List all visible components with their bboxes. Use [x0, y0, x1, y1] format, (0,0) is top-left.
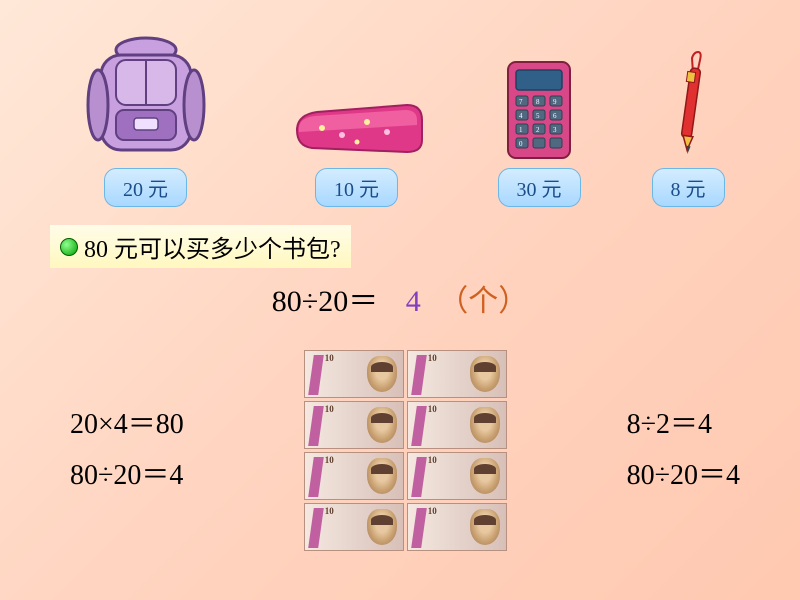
- banknote: [304, 401, 404, 449]
- banknote: [407, 350, 507, 398]
- items-row: 20 元 10 元: [0, 0, 800, 217]
- banknote: [304, 452, 404, 500]
- question-text: 80 元可以买多少个书包?: [84, 229, 341, 264]
- bullet-icon: [60, 238, 78, 256]
- svg-text:9: 9: [553, 98, 557, 106]
- equation-left-2: 80÷20＝4: [70, 451, 184, 501]
- price-calculator: 30 元: [498, 168, 581, 207]
- pen-icon: [668, 50, 708, 160]
- banknote: [407, 452, 507, 500]
- main-expression: 80÷20＝: [272, 285, 378, 318]
- equation-left-1: 20×4＝80: [70, 400, 184, 450]
- svg-text:4: 4: [519, 112, 523, 120]
- price-backpack: 20 元: [104, 168, 187, 207]
- svg-text:1: 1: [519, 126, 523, 134]
- main-answer: 4: [406, 285, 421, 318]
- item-pencil-case: 10 元: [287, 100, 427, 207]
- svg-text:3: 3: [553, 126, 557, 134]
- money-grid: [304, 350, 507, 551]
- svg-text:6: 6: [553, 112, 557, 120]
- main-unit: （个）: [438, 285, 528, 318]
- banknote: [407, 503, 507, 551]
- equations-right: 8÷2＝4 80÷20＝4: [627, 400, 740, 501]
- banknote: [407, 401, 507, 449]
- question-box: 80 元可以买多少个书包?: [50, 225, 351, 268]
- svg-text:7: 7: [519, 98, 523, 106]
- equation-right-2: 80÷20＝4: [627, 451, 740, 501]
- svg-text:8: 8: [536, 98, 540, 106]
- price-pencil-case: 10 元: [315, 168, 398, 207]
- item-calculator: 7 8 9 4 5 6 1 2 3 0 30 元: [498, 60, 581, 207]
- svg-text:2: 2: [536, 126, 540, 134]
- banknote: [304, 350, 404, 398]
- item-pen: 8 元: [652, 50, 725, 207]
- calculator-icon: 7 8 9 4 5 6 1 2 3 0: [504, 60, 574, 160]
- banknote: [304, 503, 404, 551]
- bottom-section: 20×4＝80 80÷20＝4 8÷2＝4 80÷20＝4: [0, 330, 800, 551]
- pencil-case-icon: [287, 100, 427, 160]
- equations-left: 20×4＝80 80÷20＝4: [70, 400, 184, 501]
- item-backpack: 20 元: [76, 30, 216, 207]
- svg-text:0: 0: [519, 140, 523, 148]
- main-equation: 80÷20＝ 4 （个）: [0, 276, 800, 320]
- price-pen: 8 元: [652, 168, 725, 207]
- equation-right-1: 8÷2＝4: [627, 400, 740, 450]
- svg-text:5: 5: [536, 112, 540, 120]
- backpack-icon: [76, 30, 216, 160]
